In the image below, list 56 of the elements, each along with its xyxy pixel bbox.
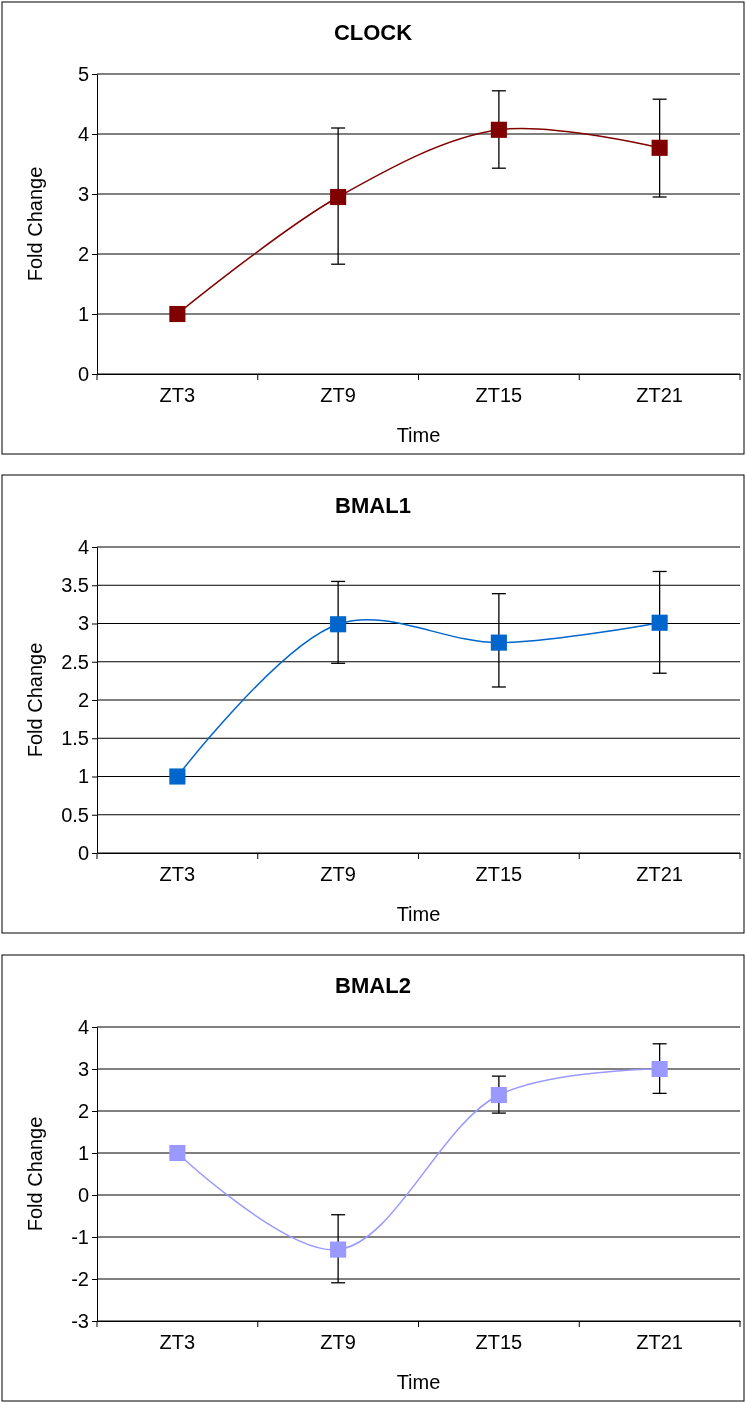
- point: [169, 1144, 186, 1162]
- point: [330, 188, 347, 206]
- y-tick-label: 2.5: [61, 650, 89, 673]
- point: [169, 768, 186, 785]
- point: [490, 1086, 507, 1104]
- x-tick-label: ZT3: [159, 1331, 196, 1354]
- x-axis-title: Time: [396, 1371, 441, 1393]
- x-tick-label: ZT3: [159, 384, 196, 407]
- y-tick-label: 4: [77, 535, 89, 558]
- x-axis-title: Time: [396, 903, 441, 925]
- x-tick-label: ZT21: [636, 384, 683, 407]
- x-tick-label: ZT9: [320, 863, 356, 886]
- y-tick-label: 1.5: [61, 727, 89, 750]
- point: [330, 616, 347, 633]
- y-tick-label: 3: [77, 1057, 89, 1080]
- chart-title: CLOCK: [333, 20, 413, 45]
- y-axis-title: Fold Change: [24, 642, 46, 758]
- x-tick-label: ZT9: [320, 384, 356, 407]
- point: [651, 614, 668, 631]
- y-tick-label: 0: [77, 362, 89, 385]
- x-tick-label: ZT15: [475, 863, 523, 886]
- point: [169, 305, 186, 323]
- y-tick-label: 4: [77, 1015, 89, 1038]
- point: [490, 634, 507, 651]
- y-tick-label: 3: [77, 612, 89, 635]
- y-tick-label: 0: [77, 841, 89, 864]
- x-axis-title: Time: [396, 424, 441, 446]
- point: [330, 1241, 347, 1258]
- y-tick-label: 0.5: [61, 803, 89, 826]
- y-tick-label: 3: [77, 182, 89, 205]
- y-tick-label: 4: [77, 122, 89, 145]
- y-tick-label: 3.5: [61, 574, 89, 597]
- x-tick-label: ZT15: [475, 384, 523, 407]
- y-tick-label: 1: [77, 765, 89, 788]
- y-tick-label: 2: [77, 1099, 89, 1122]
- y-tick-label: -1: [71, 1225, 89, 1248]
- x-tick-label: ZT21: [636, 863, 683, 886]
- y-tick-label: 5: [77, 62, 89, 85]
- point: [651, 1060, 668, 1078]
- chart-title: BMAL1: [335, 493, 411, 518]
- y-tick-label: 1: [77, 1141, 89, 1164]
- y-axis-title: Fold Change: [24, 1116, 46, 1232]
- point: [490, 121, 507, 138]
- chart-title: BMAL2: [335, 973, 411, 998]
- point: [651, 139, 668, 156]
- y-tick-label: 2: [77, 242, 89, 265]
- y-tick-label: -2: [71, 1267, 89, 1290]
- x-tick-label: ZT9: [320, 1331, 356, 1354]
- y-axis-title: Fold Change: [24, 166, 46, 282]
- y-tick-label: -3: [71, 1309, 89, 1332]
- y-tick-label: 0: [77, 1183, 89, 1206]
- x-tick-label: ZT3: [159, 863, 196, 886]
- x-tick-label: ZT21: [636, 1331, 683, 1354]
- x-tick-label: ZT15: [475, 1331, 523, 1354]
- y-tick-label: 2: [77, 688, 89, 711]
- y-tick-label: 1: [77, 302, 89, 325]
